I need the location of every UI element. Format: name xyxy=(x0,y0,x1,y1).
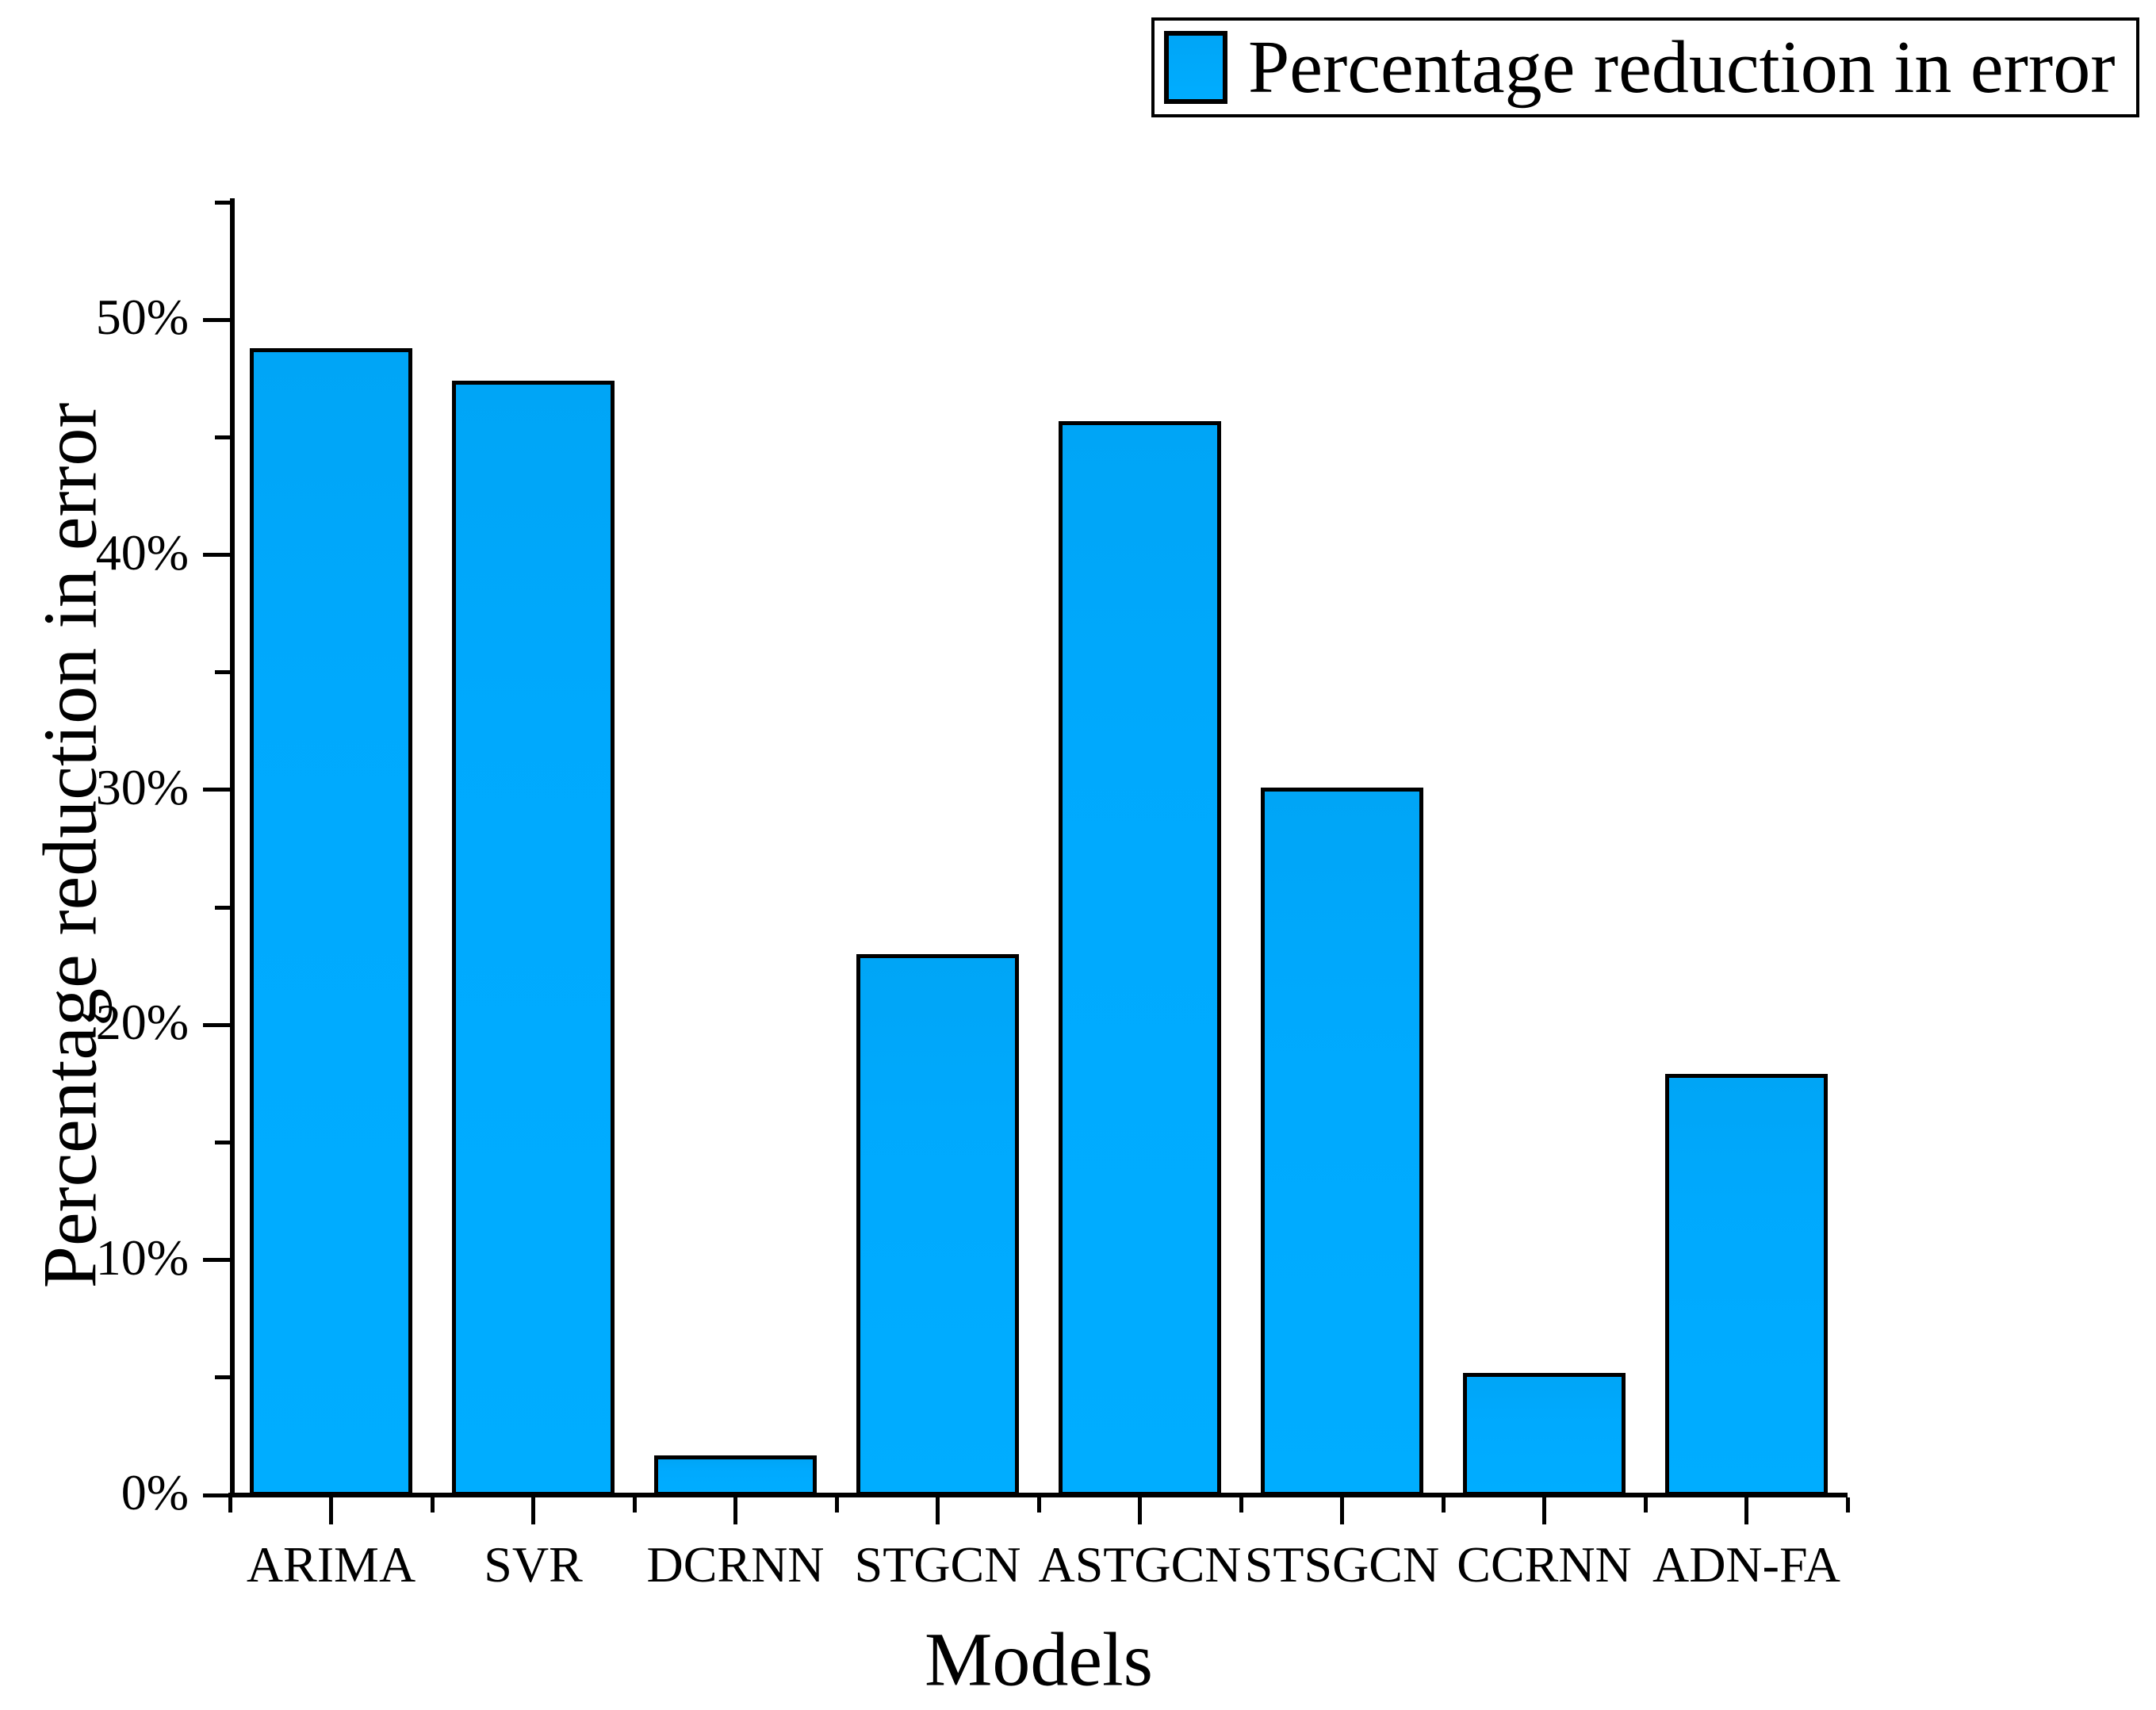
bar-stgcn xyxy=(856,954,1019,1496)
x-major-tick xyxy=(1138,1497,1142,1524)
y-major-tick xyxy=(203,1022,230,1027)
x-major-tick xyxy=(936,1497,940,1524)
x-tick-label: ASTGCN xyxy=(1038,1536,1242,1593)
x-tick-label: DCRNN xyxy=(646,1536,825,1593)
x-major-tick xyxy=(733,1497,737,1524)
y-major-tick xyxy=(203,788,230,792)
y-major-tick xyxy=(203,1493,230,1497)
x-minor-tick xyxy=(1441,1497,1446,1513)
y-tick-label: 30% xyxy=(95,758,189,815)
y-minor-tick xyxy=(215,435,230,439)
x-tick-label: STSGCN xyxy=(1244,1536,1440,1593)
y-minor-tick xyxy=(215,670,230,675)
y-major-tick xyxy=(203,317,230,322)
y-minor-tick xyxy=(215,200,230,205)
x-minor-tick xyxy=(1036,1497,1041,1513)
x-major-tick xyxy=(1744,1497,1748,1524)
x-major-tick xyxy=(1340,1497,1344,1524)
y-minor-tick xyxy=(215,905,230,910)
y-minor-tick xyxy=(215,1140,230,1144)
legend-label: Percentage reduction in error xyxy=(1248,26,2116,109)
x-tick-label: CCRNN xyxy=(1457,1536,1632,1593)
x-minor-tick xyxy=(1239,1497,1243,1513)
x-minor-tick xyxy=(834,1497,839,1513)
y-axis-line xyxy=(230,198,235,1497)
x-minor-tick xyxy=(1643,1497,1648,1513)
x-tick-label: ADN-FA xyxy=(1652,1536,1841,1593)
bar-arima xyxy=(250,347,412,1496)
y-minor-tick xyxy=(215,1375,230,1380)
y-tick-label: 10% xyxy=(95,1229,189,1286)
y-tick-label: 0% xyxy=(121,1464,189,1521)
bar-dcrnn xyxy=(654,1455,817,1496)
x-axis-title: Models xyxy=(925,1616,1153,1702)
y-major-tick xyxy=(203,1258,230,1263)
bar-ccrnn xyxy=(1463,1372,1626,1496)
bar-stsgcn xyxy=(1261,787,1423,1496)
y-tick-label: 40% xyxy=(95,523,189,581)
legend: Percentage reduction in error xyxy=(1151,17,2139,117)
x-minor-tick xyxy=(1845,1497,1850,1513)
y-tick-label: 20% xyxy=(95,994,189,1051)
bar-adn-fa xyxy=(1665,1074,1828,1496)
x-minor-tick xyxy=(228,1497,232,1513)
legend-swatch xyxy=(1164,31,1227,104)
x-minor-tick xyxy=(430,1497,435,1513)
x-axis-line xyxy=(228,1493,1848,1497)
x-tick-label: ARIMA xyxy=(246,1536,416,1593)
y-tick-label: 50% xyxy=(95,289,189,346)
bar-svr xyxy=(452,381,615,1496)
x-major-tick xyxy=(531,1497,535,1524)
x-tick-label: STGCN xyxy=(854,1536,1021,1593)
x-minor-tick xyxy=(632,1497,637,1513)
x-major-tick xyxy=(1542,1497,1546,1524)
x-tick-label: SVR xyxy=(484,1536,583,1593)
x-major-tick xyxy=(329,1497,333,1524)
bar-astgcn xyxy=(1059,420,1221,1496)
y-major-tick xyxy=(203,553,230,558)
